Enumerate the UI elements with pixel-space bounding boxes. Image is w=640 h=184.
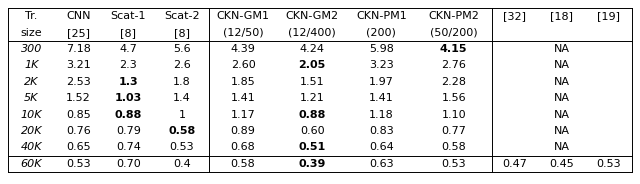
Text: NA: NA: [554, 142, 570, 152]
Text: 0.58: 0.58: [231, 159, 255, 169]
Text: NA: NA: [554, 126, 570, 136]
Text: 3.21: 3.21: [66, 60, 91, 70]
Text: 20K: 20K: [20, 126, 42, 136]
Text: 0.63: 0.63: [369, 159, 394, 169]
Text: 2.05: 2.05: [299, 60, 326, 70]
Text: 0.65: 0.65: [66, 142, 90, 152]
Text: 60K: 60K: [20, 159, 42, 169]
Text: 300: 300: [20, 44, 42, 54]
Text: CKN-PM1: CKN-PM1: [356, 11, 406, 21]
Text: 0.79: 0.79: [116, 126, 141, 136]
Text: 1.51: 1.51: [300, 77, 324, 87]
Text: CKN-GM1: CKN-GM1: [216, 11, 269, 21]
Text: 1.21: 1.21: [300, 93, 324, 103]
Text: Tr.: Tr.: [25, 11, 38, 21]
Text: 1.3: 1.3: [118, 77, 138, 87]
Text: 0.76: 0.76: [66, 126, 91, 136]
Text: 0.88: 0.88: [298, 110, 326, 120]
Text: 1.52: 1.52: [66, 93, 91, 103]
Text: 10K: 10K: [20, 110, 42, 120]
Text: 0.58: 0.58: [442, 142, 466, 152]
Text: 0.51: 0.51: [299, 142, 326, 152]
Text: 0.89: 0.89: [230, 126, 255, 136]
Text: 0.85: 0.85: [66, 110, 91, 120]
Text: [18]: [18]: [550, 11, 573, 21]
Text: (200): (200): [366, 28, 396, 38]
Text: NA: NA: [554, 110, 570, 120]
Text: 1.85: 1.85: [231, 77, 255, 87]
Text: 4.39: 4.39: [230, 44, 255, 54]
Text: 0.60: 0.60: [300, 126, 324, 136]
Text: 2.60: 2.60: [231, 60, 255, 70]
Text: 0.68: 0.68: [231, 142, 255, 152]
Text: 0.39: 0.39: [298, 159, 326, 169]
Text: 2.76: 2.76: [441, 60, 466, 70]
Text: 2.53: 2.53: [66, 77, 91, 87]
Text: 40K: 40K: [20, 142, 42, 152]
Text: [8]: [8]: [174, 28, 190, 38]
Text: 0.83: 0.83: [369, 126, 394, 136]
Text: 0.88: 0.88: [115, 110, 142, 120]
Text: 0.58: 0.58: [168, 126, 195, 136]
Text: 1.17: 1.17: [231, 110, 255, 120]
Text: 1K: 1K: [24, 60, 38, 70]
Text: CKN-PM2: CKN-PM2: [428, 11, 479, 21]
Text: 4.7: 4.7: [120, 44, 138, 54]
Text: 2K: 2K: [24, 77, 38, 87]
Text: [25]: [25]: [67, 28, 90, 38]
Text: 0.53: 0.53: [170, 142, 194, 152]
Text: CKN-GM2: CKN-GM2: [285, 11, 339, 21]
Text: 1.97: 1.97: [369, 77, 394, 87]
Text: 0.47: 0.47: [502, 159, 527, 169]
Text: 2.3: 2.3: [120, 60, 137, 70]
Text: 4.24: 4.24: [300, 44, 324, 54]
Text: NA: NA: [554, 60, 570, 70]
Text: Scat-2: Scat-2: [164, 11, 200, 21]
Text: 1.41: 1.41: [231, 93, 255, 103]
Text: 0.53: 0.53: [442, 159, 466, 169]
Text: (12/50): (12/50): [223, 28, 264, 38]
Text: (12/400): (12/400): [289, 28, 336, 38]
Text: 0.53: 0.53: [596, 159, 621, 169]
Text: 1.56: 1.56: [442, 93, 466, 103]
Text: 0.77: 0.77: [441, 126, 466, 136]
Text: CNN: CNN: [66, 11, 90, 21]
Text: 5.6: 5.6: [173, 44, 191, 54]
Text: [32]: [32]: [504, 11, 527, 21]
Text: 1.10: 1.10: [442, 110, 466, 120]
Text: 0.64: 0.64: [369, 142, 394, 152]
Text: 0.45: 0.45: [549, 159, 574, 169]
Text: 2.6: 2.6: [173, 60, 191, 70]
Text: [19]: [19]: [597, 11, 620, 21]
Text: size: size: [20, 28, 42, 38]
Text: NA: NA: [554, 44, 570, 54]
Text: 3.23: 3.23: [369, 60, 394, 70]
Text: 4.15: 4.15: [440, 44, 467, 54]
Text: 0.74: 0.74: [116, 142, 141, 152]
Text: 5K: 5K: [24, 93, 38, 103]
Text: 1.03: 1.03: [115, 93, 142, 103]
Text: NA: NA: [554, 77, 570, 87]
Text: 1.8: 1.8: [173, 77, 191, 87]
Text: 0.53: 0.53: [66, 159, 90, 169]
Text: 7.18: 7.18: [66, 44, 91, 54]
Text: [8]: [8]: [120, 28, 136, 38]
Text: 0.70: 0.70: [116, 159, 141, 169]
Text: 5.98: 5.98: [369, 44, 394, 54]
Text: 2.28: 2.28: [441, 77, 466, 87]
Text: 1.41: 1.41: [369, 93, 394, 103]
Text: 1: 1: [179, 110, 186, 120]
Text: Scat-1: Scat-1: [111, 11, 146, 21]
Text: 1.18: 1.18: [369, 110, 394, 120]
Text: (50/200): (50/200): [430, 28, 477, 38]
Text: 0.4: 0.4: [173, 159, 191, 169]
Text: NA: NA: [554, 93, 570, 103]
Text: 1.4: 1.4: [173, 93, 191, 103]
